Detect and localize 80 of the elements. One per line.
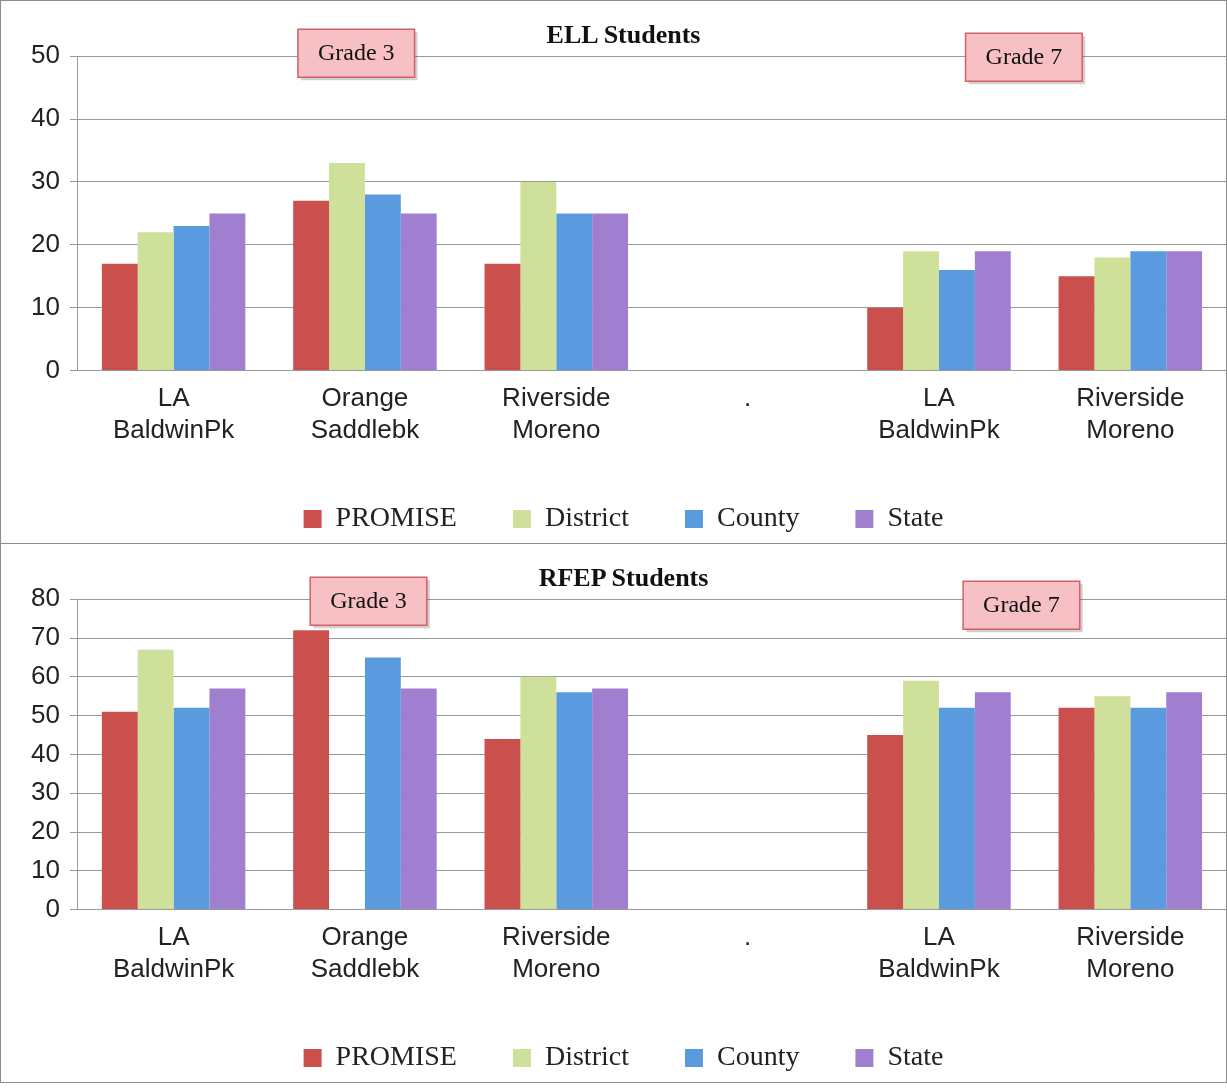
bar bbox=[173, 707, 210, 910]
y-tick-label: 0 bbox=[45, 353, 60, 384]
bar bbox=[101, 711, 138, 910]
y-tick-label: 70 bbox=[31, 621, 60, 652]
annotation: Grade 3 bbox=[317, 39, 395, 66]
bar bbox=[1094, 257, 1131, 371]
bar bbox=[520, 181, 557, 371]
bar bbox=[137, 649, 174, 910]
bar bbox=[137, 232, 174, 371]
bar bbox=[484, 263, 521, 371]
y-tick-label: 0 bbox=[45, 892, 60, 923]
y-tick-label: 10 bbox=[31, 290, 60, 321]
bar bbox=[592, 213, 629, 371]
bar bbox=[101, 263, 138, 371]
y-tick-label: 50 bbox=[31, 698, 60, 729]
legend-label: District bbox=[544, 501, 630, 533]
y-tick-label: 30 bbox=[31, 776, 60, 807]
legend-label: State bbox=[887, 501, 944, 533]
bar bbox=[938, 707, 975, 910]
bar bbox=[592, 688, 629, 910]
bar bbox=[293, 200, 330, 371]
bar bbox=[867, 307, 904, 371]
bar bbox=[974, 251, 1011, 371]
bar bbox=[1166, 251, 1203, 371]
legend-label: PROMISE bbox=[335, 1040, 457, 1072]
bar bbox=[1130, 707, 1167, 910]
bar bbox=[364, 194, 401, 371]
x-tick-label: Riverside Moreno bbox=[1076, 382, 1185, 444]
legend-label: PROMISE bbox=[335, 501, 457, 533]
x-tick-label: LA BaldwinPk bbox=[112, 382, 236, 444]
y-tick-label: 10 bbox=[31, 853, 60, 884]
y-tick-label: 80 bbox=[31, 582, 60, 613]
y-tick-label: 20 bbox=[31, 815, 60, 846]
y-tick-label: 40 bbox=[31, 102, 60, 133]
bar bbox=[484, 738, 521, 910]
bar bbox=[173, 225, 210, 371]
x-tick-label: Orange Saddlebk bbox=[310, 382, 421, 444]
bar bbox=[903, 680, 939, 910]
y-tick-label: 30 bbox=[31, 165, 60, 196]
annotation: Grade 7 bbox=[983, 591, 1060, 618]
chart-title: ELL Students bbox=[546, 20, 701, 50]
x-tick-label: Riverside Moreno bbox=[502, 921, 611, 983]
x-tick-label: . bbox=[744, 382, 752, 413]
bar bbox=[293, 630, 330, 910]
x-tick-label: LA BaldwinPk bbox=[112, 921, 236, 983]
chart-title: RFEP Students bbox=[538, 563, 709, 593]
bar bbox=[1130, 251, 1167, 371]
x-tick-label: . bbox=[744, 921, 752, 952]
bar bbox=[938, 269, 975, 371]
bar bbox=[1166, 692, 1203, 910]
bar bbox=[400, 688, 437, 910]
x-tick-label: Riverside Moreno bbox=[502, 382, 611, 444]
bar bbox=[556, 213, 593, 371]
x-tick-label: LA BaldwinPk bbox=[878, 382, 1001, 444]
y-tick-label: 60 bbox=[31, 659, 60, 690]
bar bbox=[1094, 696, 1131, 910]
bar bbox=[1058, 276, 1095, 371]
y-tick-label: 40 bbox=[31, 737, 60, 768]
bar bbox=[209, 213, 246, 371]
x-tick-label: LA BaldwinPk bbox=[878, 921, 1001, 983]
legend-label: County bbox=[716, 1040, 800, 1072]
bar bbox=[903, 251, 939, 371]
legend-label: State bbox=[887, 1040, 944, 1072]
legend-label: District bbox=[544, 1040, 630, 1072]
y-tick-label: 20 bbox=[31, 228, 60, 259]
bar bbox=[1058, 707, 1095, 910]
annotation: Grade 7 bbox=[985, 43, 1063, 70]
bar bbox=[520, 676, 557, 910]
bar bbox=[974, 692, 1011, 910]
bar bbox=[556, 692, 593, 910]
bar bbox=[867, 735, 904, 910]
x-tick-label: Riverside Moreno bbox=[1076, 921, 1185, 983]
bar bbox=[364, 657, 401, 910]
annotation: Grade 3 bbox=[330, 587, 407, 614]
bar bbox=[209, 688, 246, 910]
bar bbox=[400, 213, 437, 371]
bar bbox=[329, 163, 365, 371]
x-tick-label: Orange Saddlebk bbox=[310, 921, 421, 983]
y-tick-label: 50 bbox=[31, 39, 60, 70]
legend-label: County bbox=[716, 501, 800, 533]
